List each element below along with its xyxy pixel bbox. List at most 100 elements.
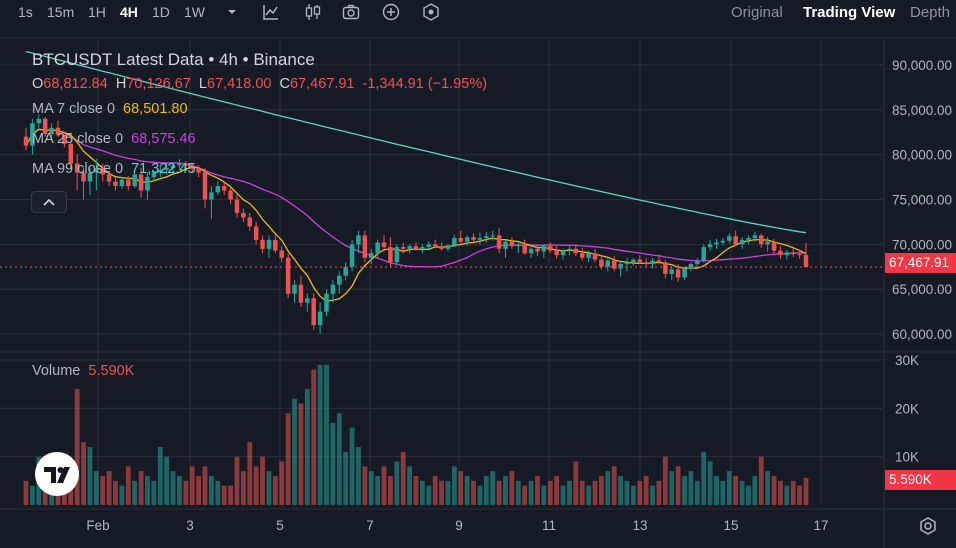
current-volume-tag: 5.590K: [885, 470, 956, 490]
candle-body: [656, 260, 662, 263]
volume-bar: [343, 451, 349, 505]
volume-bar: [637, 480, 643, 505]
volume-bar: [362, 466, 368, 505]
volume-legend: Volume 5.590K: [32, 363, 138, 379]
chart-settings-button[interactable]: [914, 514, 942, 538]
ma99-line: [25, 50, 807, 234]
candle-body: [528, 248, 534, 254]
volume-bar: [253, 466, 259, 505]
volume-bar: [624, 480, 630, 505]
volume-bar: [541, 485, 547, 505]
volume-bar: [803, 477, 809, 505]
volume-bar: [151, 480, 157, 505]
volume-bar: [643, 476, 649, 505]
candle-body: [177, 163, 182, 166]
volume-bar: [611, 466, 617, 505]
interval-1d[interactable]: 1D: [152, 4, 170, 20]
ohlc-legend: O68,812.84 H70,126.67 L67,418.00 C67,467…: [32, 76, 491, 92]
candle-body: [522, 244, 527, 254]
interval-1h[interactable]: 1H: [88, 4, 106, 20]
volume-bar: [407, 466, 413, 505]
candle-body: [106, 174, 112, 182]
candle-body: [375, 242, 380, 254]
interval-1s[interactable]: 1s: [18, 4, 33, 20]
candle-body: [650, 260, 655, 265]
indicator-chart-icon[interactable]: [261, 2, 281, 22]
settings-hex-icon[interactable]: [421, 2, 441, 22]
volume-bar: [272, 476, 278, 505]
volume-bar: [157, 447, 163, 505]
volume-bar: [522, 485, 528, 505]
candle-body: [733, 236, 738, 245]
candle-body: [611, 260, 617, 269]
candle-body: [554, 250, 559, 256]
volume-bar: [209, 476, 214, 505]
candle-body: [586, 253, 591, 258]
ma99-label: MA 99 close 0: [32, 161, 124, 177]
camera-icon[interactable]: [341, 2, 361, 22]
candle-body: [720, 240, 726, 243]
candle-body: [413, 246, 419, 249]
collapse-legend-button[interactable]: [31, 191, 67, 213]
candle-body: [464, 237, 470, 242]
volume-bar: [113, 480, 118, 505]
candle-body: [688, 264, 694, 269]
volume-bar: [451, 466, 457, 505]
ohlc-l-label: L: [198, 76, 207, 92]
view-depth[interactable]: Depth: [910, 4, 951, 21]
interval-4h[interactable]: 4H: [120, 4, 138, 20]
time-tick-label: 13: [632, 518, 647, 533]
candle-body: [663, 262, 668, 274]
candle-body: [87, 172, 93, 182]
volume-bar: [535, 476, 540, 505]
candles-style-icon[interactable]: [303, 2, 323, 22]
price-tick-label: 75,000.00: [892, 192, 952, 207]
candle-body: [707, 244, 713, 248]
add-circle-icon[interactable]: [381, 2, 401, 22]
candle-body: [643, 262, 649, 265]
candle-body: [36, 118, 42, 124]
candle-body: [343, 266, 348, 276]
candle-body: [701, 247, 706, 261]
volume-bar: [240, 471, 246, 505]
volume-bar: [164, 456, 170, 505]
interval-dropdown-icon[interactable]: [222, 2, 242, 22]
candle-body: [714, 242, 719, 245]
candle-body: [23, 136, 29, 146]
tradingview-logo-icon: [44, 467, 70, 483]
candle-body: [752, 235, 758, 239]
candle-body: [426, 244, 432, 248]
interval-1w[interactable]: 1W: [184, 4, 205, 20]
volume-bar: [720, 480, 726, 505]
candle-body: [797, 254, 802, 256]
interval-15m[interactable]: 15m: [47, 4, 75, 20]
volume-bar: [74, 389, 80, 505]
candle-body: [471, 237, 476, 240]
volume-bar: [266, 471, 272, 505]
candle-body: [247, 217, 253, 227]
candle-body: [202, 172, 208, 200]
volume-bar: [324, 364, 329, 505]
candle-body: [535, 248, 540, 252]
volume-bar: [298, 403, 304, 505]
candle-body: [369, 253, 374, 258]
candle-body: [400, 247, 406, 249]
candle-body: [74, 163, 80, 173]
volume-bar: [752, 476, 758, 505]
toolbar: 1s 15m 1H 4H 1D 1W Original Trading View…: [0, 0, 956, 26]
view-original[interactable]: Original: [731, 4, 783, 21]
volume-bar: [790, 480, 796, 505]
candle-body: [605, 260, 611, 267]
tradingview-logo[interactable]: [35, 452, 79, 496]
candle-body: [234, 199, 240, 213]
volume-bar: [388, 476, 393, 505]
time-tick-label: 5: [276, 518, 284, 533]
candle-body: [100, 168, 105, 175]
view-trading-view[interactable]: Trading View: [803, 4, 896, 21]
volume-bar: [503, 476, 508, 505]
volume-bar: [29, 485, 35, 505]
volume-bar: [81, 442, 86, 505]
time-tick-label: 9: [455, 518, 463, 533]
volume-bar: [515, 480, 521, 505]
volume-bar: [605, 471, 611, 505]
